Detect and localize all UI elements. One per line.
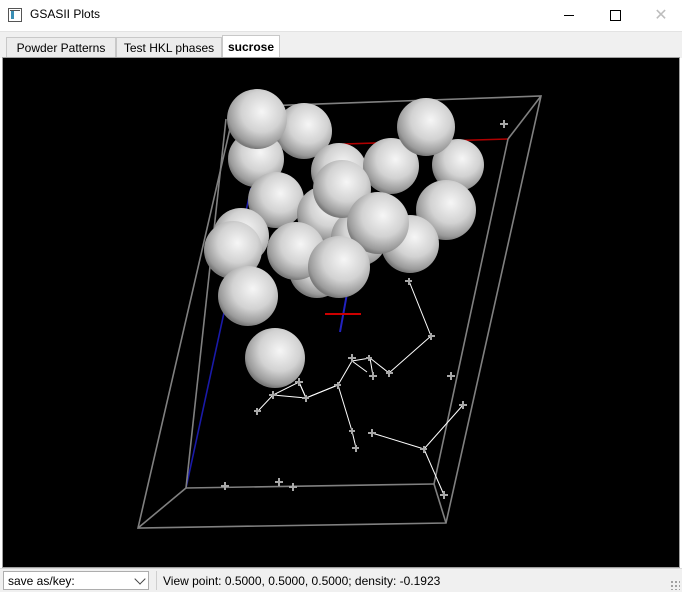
resize-grip-icon[interactable]: [670, 580, 680, 590]
save-select-value: save as/key:: [8, 574, 75, 588]
maximize-button[interactable]: [592, 0, 638, 31]
atom-cross-markers: [221, 120, 508, 499]
close-icon: ✕: [654, 6, 668, 24]
status-bar: save as/key: View point: 0.5000, 0.5000,…: [0, 568, 682, 592]
structure-plot-canvas[interactable]: [2, 57, 680, 568]
tab-sucrose[interactable]: sucrose: [222, 35, 280, 58]
plot-tabs: Powder Patterns Test HKL phases sucrose: [0, 31, 682, 58]
status-divider: [156, 571, 157, 590]
app-window-icon: [8, 8, 22, 22]
unit-cell-box: [136, 95, 543, 529]
tab-powder-patterns[interactable]: Powder Patterns: [6, 37, 116, 57]
maximize-icon: [609, 10, 621, 21]
close-button[interactable]: ✕: [638, 0, 682, 31]
minimize-icon: [564, 15, 574, 16]
minimize-button[interactable]: [546, 0, 592, 31]
atom-spheres: [204, 89, 484, 388]
chevron-down-icon: [134, 573, 146, 585]
window-title: GSASII Plots: [30, 7, 101, 21]
tab-test-hkl-phases[interactable]: Test HKL phases: [116, 37, 222, 57]
structure-3d-view[interactable]: [3, 58, 679, 567]
view-point-status: View point: 0.5000, 0.5000, 0.5000; dens…: [163, 574, 441, 588]
bond-network: [257, 280, 464, 496]
title-bar[interactable]: GSASII Plots ✕: [0, 0, 682, 31]
save-as-key-select[interactable]: save as/key:: [3, 571, 149, 590]
